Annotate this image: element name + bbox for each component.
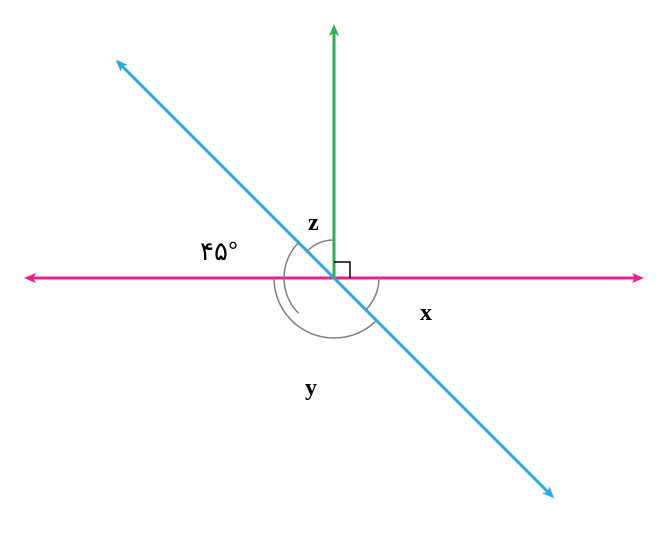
label-y: y [305, 375, 317, 401]
arc-z [307, 240, 334, 251]
arc-y [274, 278, 376, 338]
angle-diagram: z x y ۴۵° [0, 0, 662, 541]
right-angle-marker [334, 262, 350, 278]
label-x: x [420, 300, 432, 326]
label-45deg: ۴۵° [200, 236, 238, 266]
arc-x [366, 278, 379, 310]
label-z: z [308, 210, 319, 236]
